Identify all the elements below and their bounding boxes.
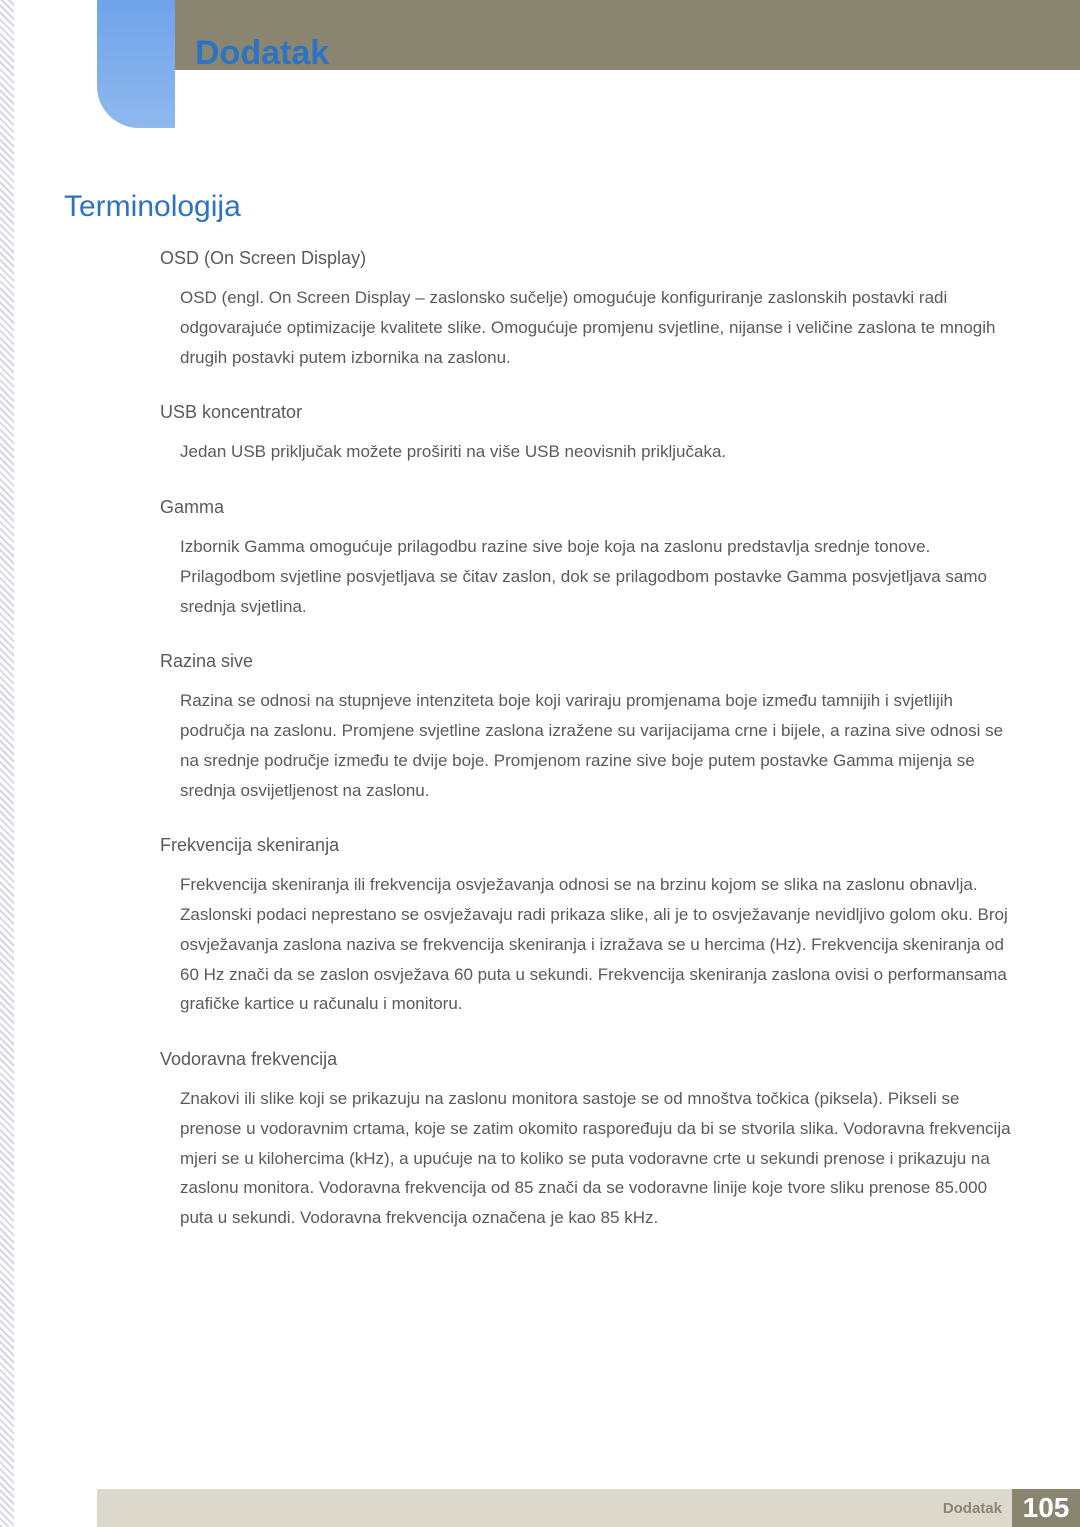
left-decorative-stripe — [0, 0, 14, 1527]
chapter-tab — [97, 0, 175, 128]
term-heading: USB koncentrator — [160, 402, 1016, 423]
term-body: Frekvencija skeniranja ili frekvencija o… — [160, 870, 1016, 1019]
term-heading: Razina sive — [160, 651, 1016, 672]
page-number: 105 — [1012, 1489, 1080, 1527]
footer-bar: Dodatak 105 — [97, 1489, 1080, 1527]
term-heading: Gamma — [160, 497, 1016, 518]
term-heading: Frekvencija skeniranja — [160, 835, 1016, 856]
footer-label: Dodatak — [943, 1500, 1002, 1517]
term-body: Razina se odnosi na stupnjeve intenzitet… — [160, 686, 1016, 805]
chapter-title: Dodatak — [195, 34, 329, 73]
term-heading: OSD (On Screen Display) — [160, 248, 1016, 269]
term-body: Znakovi ili slike koji se prikazuju na z… — [160, 1084, 1016, 1233]
section-title: Terminologija — [64, 190, 241, 224]
content-area: OSD (On Screen Display) OSD (engl. On Sc… — [160, 248, 1016, 1233]
term-heading: Vodoravna frekvencija — [160, 1049, 1016, 1070]
term-body: Izbornik Gamma omogućuje prilagodbu razi… — [160, 532, 1016, 621]
term-body: OSD (engl. On Screen Display – zaslonsko… — [160, 283, 1016, 372]
term-body: Jedan USB priključak možete proširiti na… — [160, 437, 1016, 467]
